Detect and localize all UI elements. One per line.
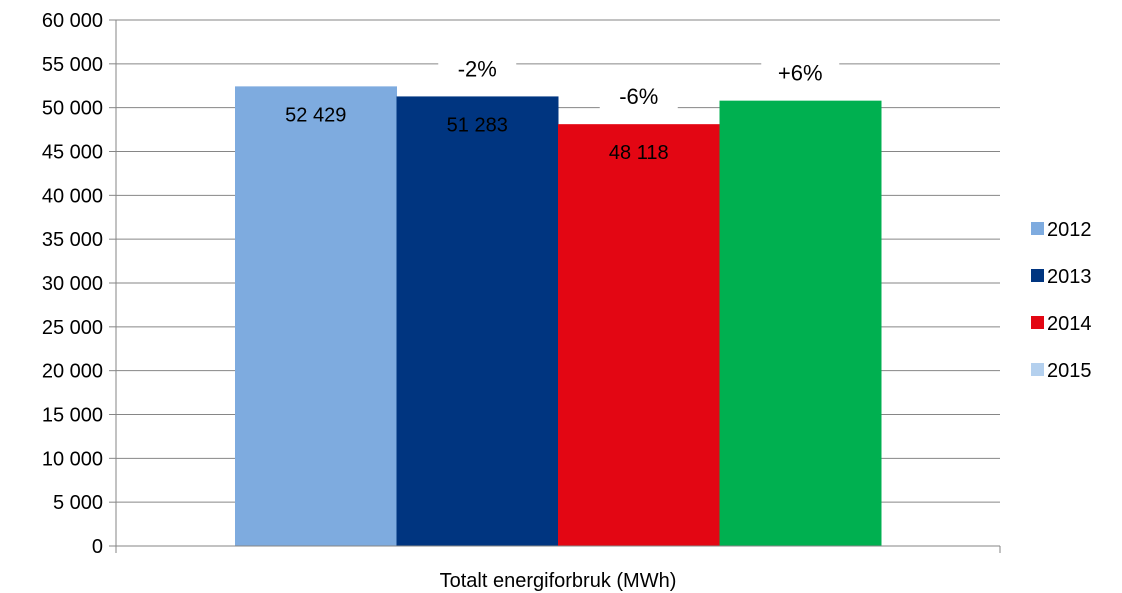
data-label-2014: 48 118 [609, 142, 669, 164]
legend-label-2012: 2012 [1047, 219, 1092, 241]
bar-2012 [235, 86, 397, 546]
x-category-label: Totalt energiforbruk (MWh) [440, 570, 677, 592]
y-tick-label: 35 000 [42, 229, 103, 251]
annotation-label: -2% [458, 56, 497, 81]
bar-2013 [396, 96, 559, 546]
legend-label-2013: 2013 [1047, 266, 1092, 288]
y-tick-label: 25 000 [42, 317, 103, 339]
y-tick-label: 20 000 [42, 361, 103, 383]
annotation-bg [438, 54, 517, 85]
y-tick-label: 40 000 [42, 185, 103, 207]
y-tick-label: 55 000 [42, 54, 103, 76]
bar-2014 [558, 124, 720, 547]
axes [109, 19, 1001, 553]
y-tick-label: 5 000 [53, 492, 103, 514]
annotation-label: -6% [619, 84, 658, 109]
legend-label-2015: 2015 [1047, 360, 1092, 382]
annotation-label: +6% [778, 61, 823, 86]
bar-2015 [719, 100, 882, 547]
y-tick-label: 45 000 [42, 142, 103, 164]
y-tick-label: 0 [92, 536, 103, 558]
annotation-bg [761, 58, 840, 89]
legend-swatch-2014 [1031, 316, 1044, 329]
legend-label-2014: 2014 [1047, 313, 1092, 335]
bars [235, 86, 882, 547]
data-label-2013: 51 283 [447, 114, 508, 136]
y-tick-label: 50 000 [42, 98, 103, 120]
annotation-bg [599, 82, 678, 113]
legend: 2012 2013 2014 2015 [1031, 219, 1092, 382]
y-tick-label: 60 000 [42, 10, 103, 32]
legend-swatch-2015 [1031, 363, 1044, 376]
labels: 0 5 000 10 000 15 000 20 000 25 000 30 000 35 0… [42, 10, 840, 592]
legend-swatch-2013 [1031, 269, 1044, 282]
legend-swatch-2012 [1031, 222, 1044, 235]
y-tick-label: 10 000 [42, 448, 103, 470]
data-label-2012: 52 429 [285, 104, 346, 126]
y-tick-label: 15 000 [42, 405, 103, 427]
y-tick-label: 30 000 [42, 273, 103, 295]
